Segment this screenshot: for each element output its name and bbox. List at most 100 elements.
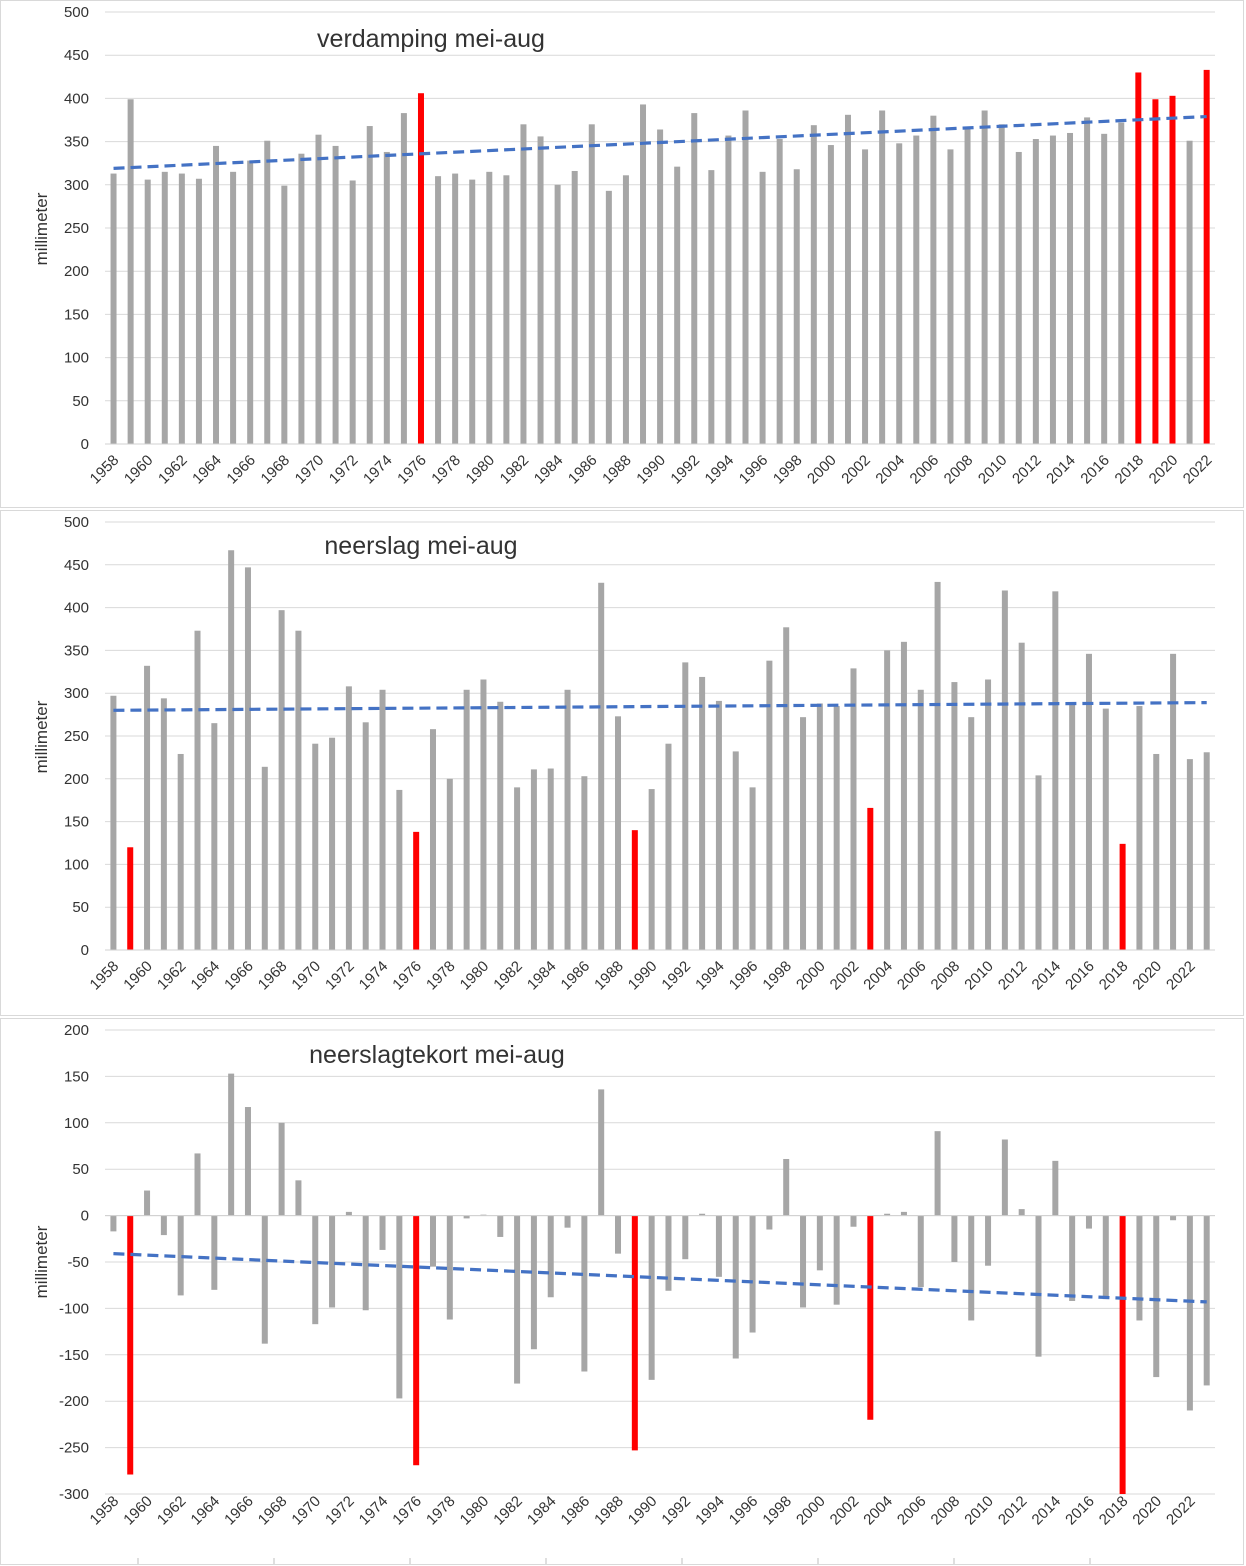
bar [1153,1215,1160,1378]
bar [554,184,561,445]
bar [766,1215,773,1230]
bar [793,169,800,445]
bar [349,180,356,445]
bar [783,1158,790,1216]
bar [161,171,168,444]
x-tick-label: 2020 [1146,452,1182,488]
x-tick-label: 2006 [907,452,943,488]
bar [1186,140,1193,444]
y-tick-label: 100 [64,856,89,873]
bar [1170,1215,1177,1221]
bar [732,751,739,950]
bar [708,170,715,444]
bar [1032,139,1039,444]
bar [1018,1209,1025,1216]
bar [497,1215,504,1237]
bar [1069,1215,1076,1301]
x-tick-label: 1984 [524,1493,560,1529]
bar [900,1211,907,1216]
bar [110,173,117,444]
x-tick-label: 2002 [827,958,863,994]
x-tick-label: 2002 [838,452,874,488]
bar-highlight [1203,69,1210,444]
y-tick-label: -50 [67,1254,89,1271]
bar [228,550,235,950]
bar [742,110,749,444]
x-tick-label: 1958 [87,958,123,994]
x-tick-label: 1974 [356,1493,392,1529]
bar [1085,1215,1092,1229]
bar [850,668,857,950]
y-tick-label: 100 [64,350,89,367]
bar [1170,653,1177,950]
bar [1101,133,1108,444]
x-tick-label: 1992 [658,1493,694,1529]
x-tick-label: 2010 [975,452,1011,488]
bar [547,1215,554,1298]
bar [446,778,453,950]
bar [816,703,823,950]
bar [850,1215,857,1227]
y-tick-label: 300 [64,177,89,194]
bar-highlight [413,1215,420,1466]
bar [520,124,527,444]
x-tick-label: 2018 [1112,452,1148,488]
bar [329,1215,336,1308]
x-tick-label: 1990 [625,958,661,994]
bar [264,140,271,444]
bar [930,115,937,445]
bar [452,173,459,444]
x-tick-label: 1980 [457,1493,493,1529]
bar [177,753,184,950]
x-tick-label: 1982 [497,452,533,488]
x-tick-label: 1998 [770,452,806,488]
x-tick-label: 2012 [995,1493,1031,1529]
bar [278,1122,285,1216]
y-axis-label: millimeter [32,192,51,265]
x-tick-label: 1960 [120,958,156,994]
bar [1018,642,1025,950]
bar [160,1215,167,1236]
bar [985,679,992,950]
bar [213,145,220,445]
bar [622,175,629,444]
x-tick-label: 1976 [394,452,430,488]
bar [312,1215,319,1325]
bar [1069,704,1076,950]
bar [530,1215,537,1350]
bar [298,153,305,445]
bar-highlight [867,1215,874,1420]
y-tick-label: -150 [59,1347,89,1364]
x-tick-label: 2014 [1029,1493,1065,1529]
x-tick-label: 1970 [288,958,324,994]
x-tick-label: 2006 [894,1493,930,1529]
x-tick-label: 2022 [1163,958,1199,994]
bar [732,1215,739,1359]
x-tick-label: 1972 [326,452,362,488]
bar [383,151,390,444]
chart-title: neerslag mei-aug [324,532,517,560]
bar [934,581,941,950]
x-tick-label: 2004 [872,452,908,488]
bar [648,1215,655,1380]
x-tick-label: 1982 [490,1493,526,1529]
y-tick-label: 0 [81,1208,89,1225]
x-tick-label: 1962 [154,1493,190,1529]
x-tick-label: 1964 [188,1493,224,1529]
bar [463,1215,470,1219]
x-tick-label: 1960 [121,452,157,488]
bar [951,1215,958,1262]
bar [463,689,470,950]
bar [968,717,975,950]
x-tick-label: 1958 [87,1493,123,1529]
bar [1153,753,1160,950]
bar-highlight [1119,1215,1126,1494]
bar [127,99,134,444]
bar [783,627,790,950]
trend-line [113,1252,1207,1304]
bar [435,176,442,444]
x-tick-label: 1984 [524,958,560,994]
bar [1015,151,1022,444]
x-tick-label: 2008 [941,452,977,488]
bar [332,145,339,445]
